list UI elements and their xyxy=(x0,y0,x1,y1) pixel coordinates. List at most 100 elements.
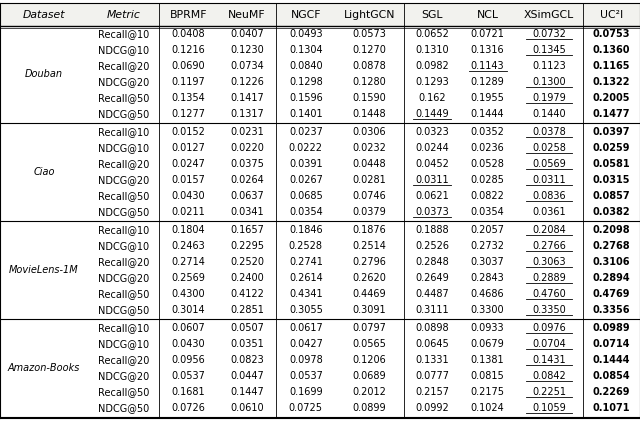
Text: 0.2889: 0.2889 xyxy=(532,273,566,283)
Text: 0.1304: 0.1304 xyxy=(289,45,323,55)
Text: 0.3037: 0.3037 xyxy=(471,257,504,267)
Text: 0.2768: 0.2768 xyxy=(593,241,630,251)
Text: 0.4469: 0.4469 xyxy=(353,289,387,299)
Text: 0.0211: 0.0211 xyxy=(172,207,205,217)
Text: 0.1477: 0.1477 xyxy=(593,109,630,119)
Text: 0.1197: 0.1197 xyxy=(172,77,205,87)
Text: 0.0157: 0.0157 xyxy=(172,175,205,185)
Text: 0.0842: 0.0842 xyxy=(532,371,566,381)
Text: 0.0721: 0.0721 xyxy=(470,29,504,39)
Text: NDCG@20: NDCG@20 xyxy=(98,273,149,283)
Text: 0.0746: 0.0746 xyxy=(353,191,387,201)
Text: 0.2851: 0.2851 xyxy=(230,305,264,315)
Text: 0.0753: 0.0753 xyxy=(593,29,630,39)
Text: 0.1280: 0.1280 xyxy=(353,77,387,87)
Text: 0.3063: 0.3063 xyxy=(532,257,566,267)
Text: 0.0621: 0.0621 xyxy=(415,191,449,201)
Text: 0.2012: 0.2012 xyxy=(353,387,387,397)
Text: Recall@20: Recall@20 xyxy=(98,159,149,169)
Text: 0.0427: 0.0427 xyxy=(289,339,323,349)
Text: 0.1123: 0.1123 xyxy=(532,61,566,71)
Text: Recall@50: Recall@50 xyxy=(98,191,149,201)
Text: 0.2526: 0.2526 xyxy=(415,241,449,251)
Text: 0.0231: 0.0231 xyxy=(230,127,264,137)
Text: 0.1804: 0.1804 xyxy=(172,225,205,235)
Text: 0.1310: 0.1310 xyxy=(415,45,449,55)
Text: Recall@10: Recall@10 xyxy=(98,127,149,137)
Text: 0.0815: 0.0815 xyxy=(471,371,504,381)
Text: 0.0351: 0.0351 xyxy=(230,339,264,349)
Text: Recall@10: Recall@10 xyxy=(98,323,149,333)
Text: 0.0537: 0.0537 xyxy=(172,371,205,381)
Text: 0.1317: 0.1317 xyxy=(230,109,264,119)
Text: XSimGCL: XSimGCL xyxy=(524,10,574,19)
Text: MovieLens-1M: MovieLens-1M xyxy=(9,265,79,275)
Text: 0.0323: 0.0323 xyxy=(415,127,449,137)
Text: NDCG@50: NDCG@50 xyxy=(98,207,149,217)
Text: 0.0637: 0.0637 xyxy=(230,191,264,201)
Text: 0.1316: 0.1316 xyxy=(471,45,504,55)
Text: Recall@20: Recall@20 xyxy=(98,257,149,267)
Text: Douban: Douban xyxy=(25,69,63,79)
Text: 0.0725: 0.0725 xyxy=(289,403,323,413)
Text: 0.1331: 0.1331 xyxy=(415,355,449,365)
Text: 0.0267: 0.0267 xyxy=(289,175,323,185)
Text: 0.0978: 0.0978 xyxy=(289,355,323,365)
Text: 0.3350: 0.3350 xyxy=(532,305,566,315)
Text: 0.1059: 0.1059 xyxy=(532,403,566,413)
Text: 0.4686: 0.4686 xyxy=(471,289,504,299)
Text: 0.0690: 0.0690 xyxy=(172,61,205,71)
Text: 0.1440: 0.1440 xyxy=(532,109,566,119)
Text: 0.0734: 0.0734 xyxy=(230,61,264,71)
Text: 0.0315: 0.0315 xyxy=(593,175,630,185)
Text: Recall@20: Recall@20 xyxy=(98,355,149,365)
Text: 0.0836: 0.0836 xyxy=(532,191,566,201)
Text: 0.0222: 0.0222 xyxy=(289,143,323,153)
Text: NDCG@10: NDCG@10 xyxy=(98,339,149,349)
Text: 0.0797: 0.0797 xyxy=(353,323,387,333)
Text: LightGCN: LightGCN xyxy=(344,10,396,19)
Text: 0.0679: 0.0679 xyxy=(471,339,504,349)
Text: 0.0528: 0.0528 xyxy=(470,159,504,169)
Text: 0.1447: 0.1447 xyxy=(230,387,264,397)
Text: 0.1590: 0.1590 xyxy=(353,93,387,103)
Text: 0.0430: 0.0430 xyxy=(172,339,205,349)
Text: 0.1322: 0.1322 xyxy=(593,77,630,87)
Text: UC²I: UC²I xyxy=(600,10,623,19)
Text: Recall@50: Recall@50 xyxy=(98,289,149,299)
Text: 0.0244: 0.0244 xyxy=(415,143,449,153)
Text: 0.2528: 0.2528 xyxy=(289,241,323,251)
Text: 0.0247: 0.0247 xyxy=(172,159,205,169)
Text: Recall@50: Recall@50 xyxy=(98,387,149,397)
Text: 0.1417: 0.1417 xyxy=(230,93,264,103)
Text: 0.0341: 0.0341 xyxy=(230,207,264,217)
Text: 0.2714: 0.2714 xyxy=(172,257,205,267)
Text: NDCG@10: NDCG@10 xyxy=(98,143,149,153)
Text: 0.0127: 0.0127 xyxy=(172,143,205,153)
Text: 0.2741: 0.2741 xyxy=(289,257,323,267)
Text: 0.1024: 0.1024 xyxy=(471,403,504,413)
Text: 0.0569: 0.0569 xyxy=(532,159,566,169)
Text: 0.1360: 0.1360 xyxy=(593,45,630,55)
Text: 0.1354: 0.1354 xyxy=(172,93,205,103)
Text: 0.0306: 0.0306 xyxy=(353,127,387,137)
Text: 0.2295: 0.2295 xyxy=(230,241,264,251)
Text: NDCG@20: NDCG@20 xyxy=(98,175,149,185)
Text: Dataset: Dataset xyxy=(22,10,65,19)
Text: NGCF: NGCF xyxy=(291,10,321,19)
Text: 0.2084: 0.2084 xyxy=(532,225,566,235)
Text: 0.0714: 0.0714 xyxy=(593,339,630,349)
Text: 0.1270: 0.1270 xyxy=(353,45,387,55)
Text: 0.0777: 0.0777 xyxy=(415,371,449,381)
Text: 0.2269: 0.2269 xyxy=(593,387,630,397)
Text: 0.1071: 0.1071 xyxy=(593,403,630,413)
Text: 0.3091: 0.3091 xyxy=(353,305,387,315)
Text: 0.0430: 0.0430 xyxy=(172,191,205,201)
Text: 0.0354: 0.0354 xyxy=(471,207,504,217)
Text: 0.2400: 0.2400 xyxy=(230,273,264,283)
Bar xyxy=(0,3,640,26)
Text: 0.0391: 0.0391 xyxy=(289,159,323,169)
Text: 0.2251: 0.2251 xyxy=(532,387,566,397)
Text: Metric: Metric xyxy=(106,10,140,19)
Text: 0.1300: 0.1300 xyxy=(532,77,566,87)
